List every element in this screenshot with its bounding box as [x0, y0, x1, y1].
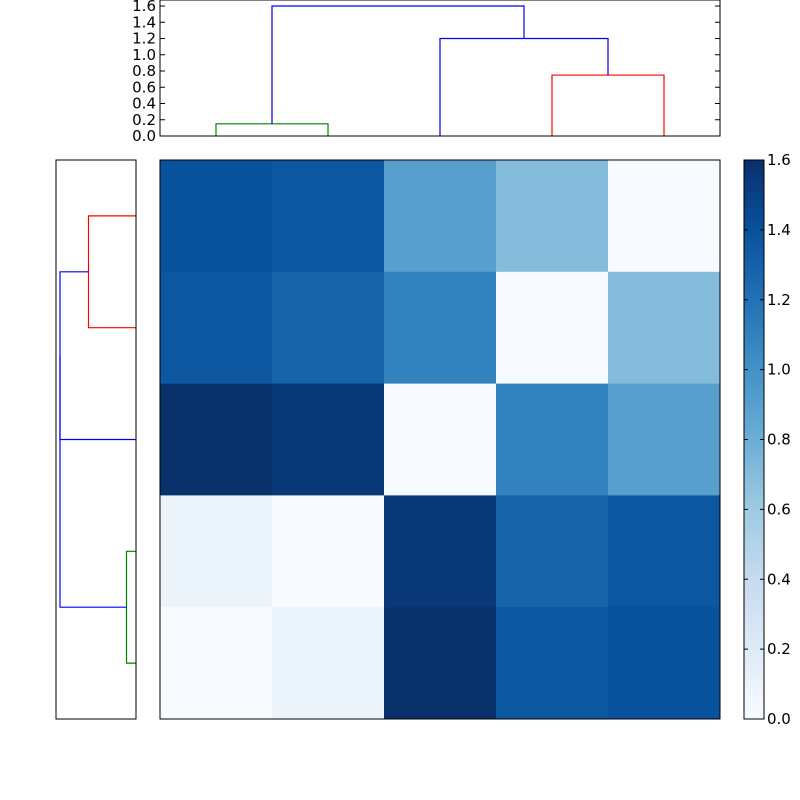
top-dendrogram-tick-label: 1.0: [132, 46, 156, 64]
top-dendrogram-frame: [159, 0, 721, 137]
top-dendrogram-tick-label: 0.2: [132, 111, 156, 129]
heatmap-cell-r3-c1: [272, 495, 385, 608]
heatmap-cell-r3-c2: [384, 495, 497, 608]
left-dendrogram-frame: [55, 159, 137, 720]
top-dendrogram-tick-label: 1.6: [132, 0, 156, 15]
left-dendrogram-link-1: [87, 215, 136, 329]
heatmap-frame: [159, 159, 721, 720]
heatmap-cell-r4-c3: [496, 607, 609, 720]
heatmap-cell-r0-c1: [272, 160, 385, 273]
top-dendrogram-tick-label: 1.4: [132, 13, 156, 31]
top-dendrogram-tick-label: 1.2: [132, 30, 156, 48]
heatmap-cell-r0-c0: [160, 160, 273, 273]
left-dendrogram-links: [59, 215, 136, 664]
top-dendrogram-link-1: [551, 74, 665, 136]
heatmap-cell-r1-c1: [272, 271, 385, 385]
heatmap-cell-r2-c0: [160, 383, 273, 496]
left-dendrogram: [55, 159, 137, 720]
heatmap-cell-r3-c0: [160, 495, 273, 608]
heatmap-cell-r4-c2: [384, 607, 497, 720]
top-dendrogram-link-0: [215, 123, 329, 136]
colorbar-tick-label: 1.2: [767, 291, 791, 309]
heatmap-cell-r3-c4: [608, 495, 721, 608]
heatmap-cell-r1-c3: [496, 271, 609, 385]
colorbar-tick-label: 1.0: [767, 361, 791, 379]
colorbar-tick-label: 0.0: [767, 710, 791, 728]
heatmap-cells: [160, 160, 721, 720]
heatmap-cell-r1-c2: [384, 271, 497, 385]
top-dendrogram-tick-label: 0.6: [132, 78, 156, 96]
top-dendrogram-tick-label: 0.8: [132, 62, 156, 80]
heatmap-cell-r2-c3: [496, 383, 609, 496]
heatmap-cell-r0-c4: [608, 160, 721, 273]
top-dendrogram-link-3: [271, 5, 525, 124]
top-dendrogram-tick-label: 0.0: [132, 127, 156, 145]
top-dendrogram-y-axis: 0.00.20.40.60.81.01.21.41.6: [132, 0, 720, 145]
heatmap: [159, 159, 721, 720]
top-dendrogram: 0.00.20.40.60.81.01.21.41.6: [132, 0, 721, 145]
colorbar-tick-label: 0.4: [767, 570, 791, 588]
heatmap-cell-r0-c3: [496, 160, 609, 273]
left-dendrogram-link-0: [125, 550, 136, 664]
heatmap-cell-r2-c1: [272, 383, 385, 496]
top-dendrogram-tick-label: 0.4: [132, 95, 156, 113]
colorbar-tick-label: 1.6: [767, 151, 791, 169]
colorbar-tick-label: 0.8: [767, 431, 791, 449]
top-dendrogram-links: [215, 5, 665, 136]
colorbar-ticks: 0.0 0.2 0.4 0.6 0.8 1.0 1.2 1.4 1.6: [744, 151, 791, 728]
top-dendrogram-link-2: [439, 37, 609, 136]
heatmap-cell-r1-c4: [608, 271, 721, 385]
heatmap-cell-r4-c1: [272, 607, 385, 720]
heatmap-cell-r0-c2: [384, 160, 497, 273]
colorbar-tick-label: 0.2: [767, 640, 791, 658]
colorbar: 0.0 0.2 0.4 0.6 0.8 1.0 1.2 1.4 1.6: [743, 151, 791, 728]
colorbar-tick-label: 1.4: [767, 221, 791, 239]
heatmap-cell-r2-c2: [384, 383, 497, 496]
heatmap-cell-r3-c3: [496, 495, 609, 608]
heatmap-cell-r1-c0: [160, 271, 273, 385]
left-dendrogram-link-2: [59, 271, 136, 441]
heatmap-cell-r4-c4: [608, 607, 721, 720]
heatmap-cell-r4-c0: [160, 607, 273, 720]
left-dendrogram-link-3: [59, 355, 127, 608]
heatmap-cell-r2-c4: [608, 383, 721, 496]
colorbar-tick-label: 0.6: [767, 500, 791, 518]
